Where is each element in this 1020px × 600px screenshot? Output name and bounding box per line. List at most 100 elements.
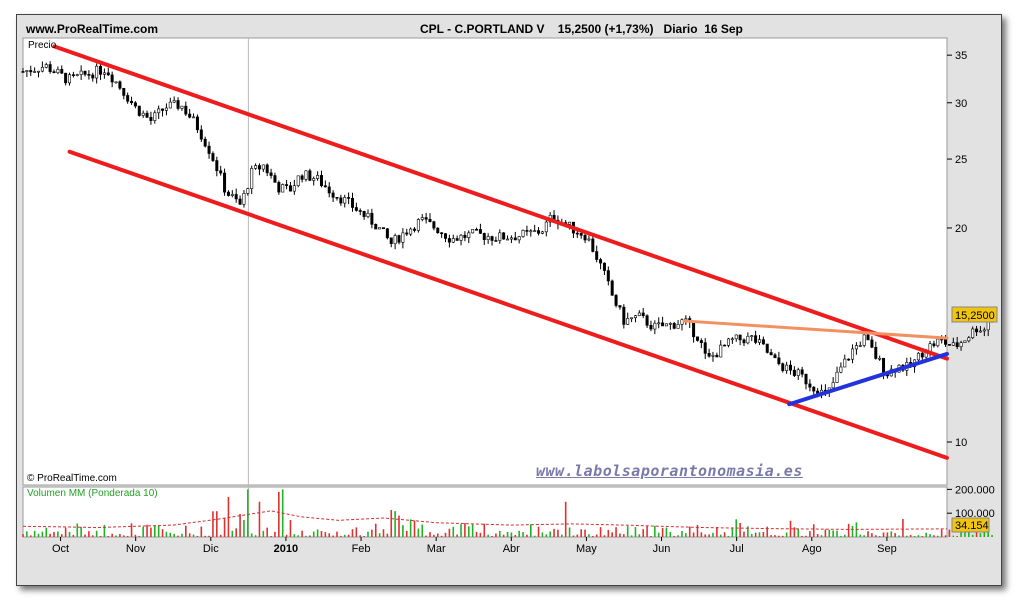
candle-body: [68, 74, 72, 84]
candle-body: [719, 344, 723, 358]
candle-body: [668, 323, 672, 325]
last-volume-label: 34.154: [955, 520, 989, 532]
candle-body: [114, 81, 118, 84]
x-tick-label: 2010: [274, 543, 298, 555]
candle-body: [529, 230, 533, 233]
x-tick-label: Oct: [52, 543, 69, 555]
candle-body: [323, 185, 327, 188]
candle-body: [381, 227, 385, 230]
candle-body: [366, 212, 370, 217]
candle-body: [192, 116, 196, 119]
y-tick-label: 35: [955, 50, 967, 62]
candle-body: [176, 100, 180, 109]
candle-body: [292, 185, 296, 192]
candle-body: [509, 237, 513, 240]
candle-body: [95, 65, 99, 79]
candle-body: [936, 338, 940, 347]
candle-body: [188, 113, 192, 118]
candle-body: [839, 366, 843, 373]
site-logo[interactable]: www.ProRealTime.com: [26, 22, 159, 36]
candle-body: [944, 338, 948, 345]
candle-body: [978, 330, 982, 333]
watermark-link[interactable]: www.labolsaporantonomasia.es: [536, 462, 803, 480]
candle-body: [540, 231, 544, 234]
vol-tick-label: 100.000: [955, 508, 995, 520]
candle-body: [168, 101, 172, 109]
candle-body: [796, 369, 800, 376]
candle-body: [137, 105, 141, 116]
candle-body: [444, 233, 448, 239]
candle-body: [967, 337, 971, 342]
candle-body: [754, 335, 758, 343]
candle-body: [64, 72, 68, 84]
candle-body: [440, 232, 444, 235]
vol-tick-label: 200.000: [955, 484, 995, 496]
candle-body: [71, 74, 75, 76]
candle-body: [734, 334, 738, 340]
x-tick-label: Nov: [126, 543, 146, 555]
candle-body: [730, 338, 734, 341]
x-tick-label: Sep: [877, 543, 897, 555]
candle-body: [882, 357, 886, 374]
candle-body: [374, 224, 378, 230]
candle-body: [657, 322, 661, 325]
candle-body: [79, 70, 83, 75]
candle-body: [707, 353, 711, 357]
candle-body: [451, 238, 455, 243]
candle-body: [436, 227, 440, 234]
x-tick-label: Mar: [427, 543, 446, 555]
candle-body: [517, 236, 521, 241]
x-tick-label: May: [576, 543, 597, 555]
candle-body: [641, 312, 645, 316]
candle-body: [633, 315, 637, 319]
candle-body: [874, 346, 878, 359]
candle-body: [653, 322, 657, 330]
candle-body: [703, 342, 707, 354]
candle-body: [211, 153, 215, 161]
candle-body: [343, 197, 347, 204]
candle-body: [738, 334, 742, 341]
candle-body: [37, 70, 41, 73]
candle-body: [614, 294, 618, 306]
candle-body: [378, 227, 382, 230]
candle-body: [835, 371, 839, 383]
x-tick-label: Dic: [203, 543, 219, 555]
candle-body: [327, 186, 331, 194]
candle-body: [858, 345, 862, 347]
channel-bottom-trendline: [67, 149, 949, 460]
candle-body: [91, 74, 95, 79]
candle-body: [951, 342, 955, 346]
candle-body: [506, 238, 510, 241]
candle-body: [75, 74, 79, 76]
y-tick-label: 25: [955, 154, 967, 166]
candle-body: [587, 238, 591, 241]
candle-body: [982, 329, 986, 332]
candle-body: [83, 70, 87, 75]
price-panel-label: Precio: [28, 40, 57, 51]
candle-body: [230, 194, 234, 196]
candle-body: [699, 340, 703, 343]
candle-body: [370, 212, 374, 225]
candle-body: [184, 105, 188, 115]
candle-body: [56, 69, 60, 74]
candle-body: [250, 168, 254, 189]
candle-body: [420, 217, 424, 220]
candle-body: [486, 236, 490, 240]
candle-body: [153, 112, 157, 121]
candle-body: [664, 323, 668, 327]
candle-body: [288, 185, 292, 192]
candle-body: [781, 363, 785, 371]
candle-body: [33, 71, 37, 73]
candle-body: [513, 237, 517, 241]
candle-body: [99, 65, 103, 75]
candle-body: [599, 259, 603, 264]
candle-body: [304, 170, 308, 180]
candle-body: [207, 145, 211, 154]
candle-body: [920, 352, 924, 358]
candle-body: [106, 72, 110, 76]
candle-body: [145, 112, 149, 118]
candle-body: [40, 67, 44, 72]
candle-body: [102, 72, 106, 75]
candle-body: [870, 339, 874, 348]
volume-panel-label: Volumen MM (Ponderada 10): [27, 488, 158, 499]
